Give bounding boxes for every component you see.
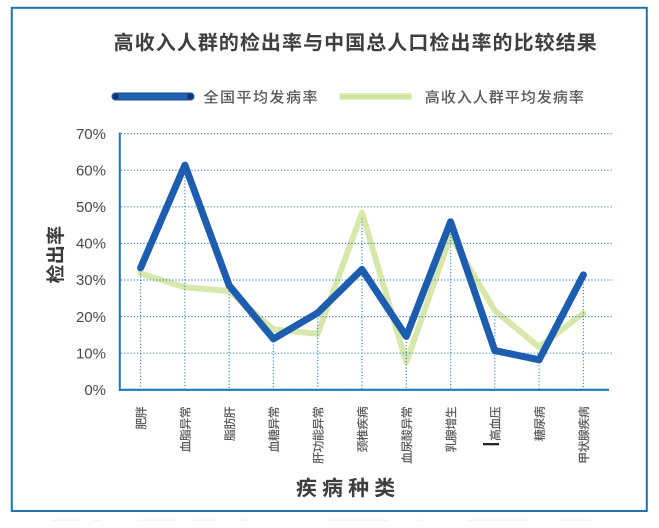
svg-text:30%: 30%: [76, 272, 106, 289]
svg-text:70%: 70%: [76, 126, 106, 143]
svg-text:40%: 40%: [76, 236, 106, 253]
svg-text:50%: 50%: [76, 199, 106, 216]
svg-text:10%: 10%: [76, 345, 106, 362]
svg-text:20%: 20%: [76, 309, 106, 326]
svg-text:0%: 0%: [84, 382, 106, 399]
svg-text:60%: 60%: [76, 162, 106, 179]
